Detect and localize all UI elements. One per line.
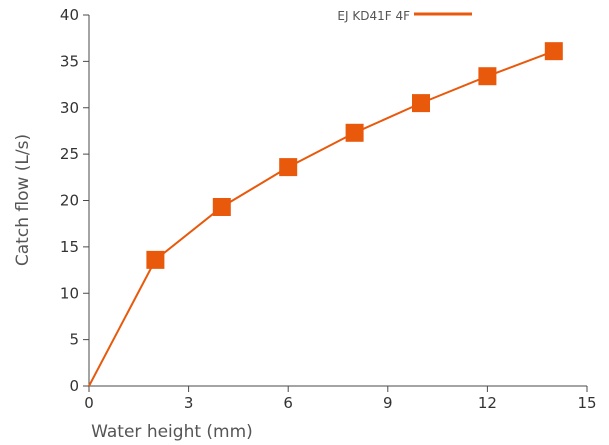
series-layer (88, 42, 563, 387)
x-axis-title: Water height (mm) (91, 422, 253, 442)
x-tick-label: 0 (84, 394, 94, 412)
data-point (345, 123, 364, 142)
y-tick-label: 15 (60, 238, 79, 256)
y-tick-label: 30 (60, 99, 79, 117)
x-tick-label: 3 (184, 394, 194, 412)
y-tick-label: 25 (60, 145, 79, 163)
x-axis: 0 3 6 9 12 15 Water height (mm) (84, 385, 597, 442)
y-tick-label: 10 (60, 284, 79, 302)
y-tick-label: 0 (69, 377, 79, 395)
x-tick-label: 6 (283, 394, 293, 412)
legend: EJ KD41F 4F (337, 9, 472, 23)
y-tick-label: 5 (69, 331, 79, 349)
y-axis: 0 5 10 15 20 25 30 35 40 Catch flow (L/s) (13, 6, 90, 395)
data-point (412, 94, 430, 113)
x-ticks: 0 3 6 9 12 15 (84, 386, 597, 412)
x-tick-label: 12 (478, 394, 497, 412)
x-tick-label: 9 (383, 394, 393, 412)
y-tick-label: 35 (60, 52, 79, 70)
x-tick-label: 15 (577, 394, 596, 412)
y-axis-title: Catch flow (L/s) (13, 134, 33, 266)
y-ticks: 0 5 10 15 20 25 30 35 40 (60, 6, 89, 395)
y-tick-label: 40 (60, 6, 79, 24)
series-line (88, 50, 555, 387)
y-tick-label: 20 (60, 192, 79, 210)
data-point (279, 158, 298, 177)
data-point (478, 67, 497, 86)
data-point (544, 42, 563, 61)
data-point (146, 250, 165, 269)
data-point (212, 197, 231, 216)
legend-label: EJ KD41F 4F (337, 9, 410, 23)
